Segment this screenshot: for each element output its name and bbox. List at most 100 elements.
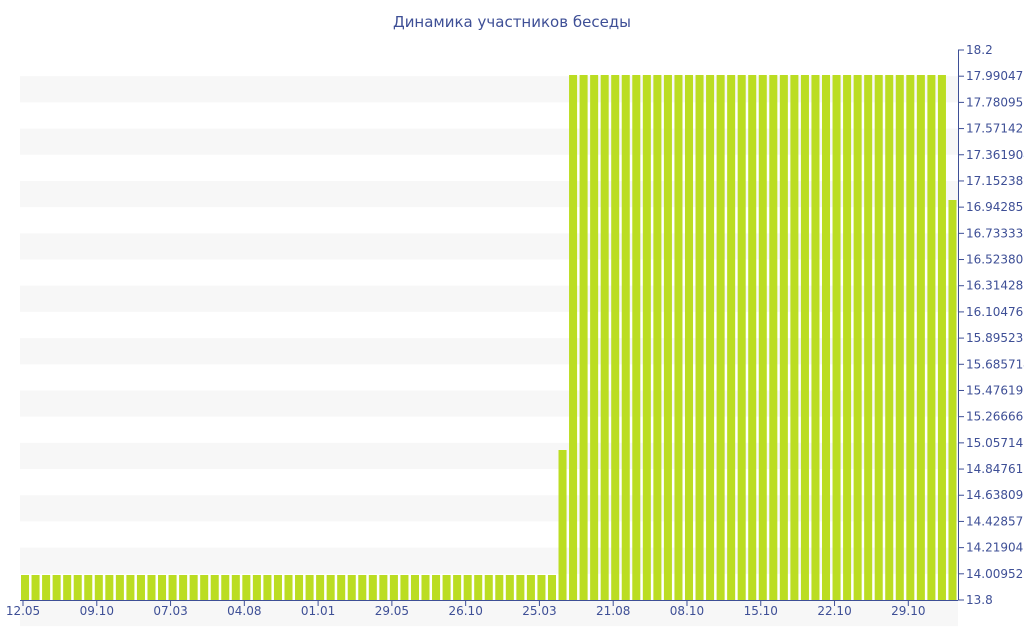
bar — [864, 75, 873, 600]
bar — [779, 75, 788, 600]
bar — [453, 575, 462, 600]
y-tick-label: 17.152380 — [966, 174, 1024, 188]
y-tick-label: 14.638095 — [966, 488, 1024, 502]
bar — [210, 575, 219, 600]
y-tick-label: 16.733333 — [966, 226, 1024, 240]
y-tick-label: 15.057142 — [966, 436, 1024, 450]
bar — [421, 575, 430, 600]
bar — [927, 75, 936, 600]
bar — [811, 75, 820, 600]
bar — [252, 575, 261, 600]
bar — [663, 75, 672, 600]
y-tick-label: 17.571428 — [966, 122, 1024, 136]
x-tick-label: 15.10 — [744, 604, 778, 618]
bar — [948, 200, 957, 600]
y-tick-label: 15.266666 — [966, 410, 1024, 424]
bar — [273, 575, 282, 600]
bar — [474, 575, 483, 600]
bar — [653, 75, 662, 600]
bar — [31, 575, 40, 600]
bar — [600, 75, 609, 600]
bar — [516, 575, 525, 600]
bar — [684, 75, 694, 600]
bar — [147, 575, 156, 600]
bar — [727, 75, 736, 600]
bar — [526, 575, 535, 600]
bar — [189, 575, 198, 600]
bar — [484, 575, 493, 600]
bar — [326, 575, 335, 600]
y-tick-label: 15.685714 — [966, 357, 1024, 371]
x-tick-label: 25.03 — [522, 604, 556, 618]
x-tick-label: 29.05 — [375, 604, 409, 618]
y-axis: 18.2 17.990476 17.780952 17.571428 17.361904… — [958, 43, 1024, 607]
bar — [231, 575, 240, 600]
x-tick-label: 07.03 — [153, 604, 187, 618]
bar — [21, 575, 30, 600]
y-tick-label: 14.219047 — [966, 541, 1024, 555]
bar — [748, 75, 757, 600]
x-tick-label: 21.08 — [596, 604, 630, 618]
x-tick-label: 12.05 — [6, 604, 40, 618]
grid-band — [20, 600, 958, 627]
y-tick-label: 15.895238 — [966, 331, 1024, 345]
bar — [221, 575, 230, 600]
bar — [105, 575, 114, 600]
bar — [263, 575, 272, 600]
y-tick-label: 15.476190 — [966, 383, 1024, 397]
y-tick-label: 17.990476 — [966, 69, 1024, 83]
y-tick-label: 14.009523 — [966, 567, 1024, 581]
bar — [800, 75, 809, 600]
bar — [305, 575, 314, 600]
bar — [769, 75, 778, 600]
bar — [389, 575, 398, 600]
x-tick-label: 01.01 — [301, 604, 335, 618]
bar — [590, 75, 599, 600]
bar — [200, 575, 209, 600]
bar — [537, 575, 546, 600]
bar — [937, 75, 946, 600]
bar — [674, 75, 683, 600]
bar — [168, 575, 177, 600]
bar — [126, 575, 135, 600]
bar — [632, 75, 641, 600]
bar — [758, 75, 767, 600]
x-tick-label: 29.10 — [891, 604, 925, 618]
bar — [790, 75, 799, 600]
bar — [821, 75, 831, 600]
bar — [906, 75, 915, 600]
bar — [115, 575, 124, 600]
bar — [379, 575, 388, 600]
bar — [400, 575, 409, 600]
bar — [410, 575, 419, 600]
bar — [843, 75, 852, 600]
y-tick-label: 16.942857 — [966, 200, 1024, 214]
bar — [284, 575, 293, 600]
bar — [695, 75, 704, 600]
bar — [52, 575, 61, 600]
x-tick-label: 08.10 — [670, 604, 704, 618]
y-tick-label: 16.523809 — [966, 253, 1024, 267]
bar — [579, 75, 588, 600]
bar — [63, 575, 72, 600]
bar — [179, 575, 188, 600]
bar — [463, 575, 472, 600]
bar — [916, 75, 925, 600]
bar — [73, 575, 82, 600]
bar — [621, 75, 630, 600]
bar — [547, 575, 557, 600]
bar — [706, 75, 715, 600]
bar — [505, 575, 514, 600]
bar — [347, 575, 356, 600]
bar — [716, 75, 725, 600]
bar — [242, 575, 251, 600]
bar — [432, 575, 441, 600]
bar — [611, 75, 620, 600]
bar — [94, 575, 103, 600]
y-tick-label: 16.314285 — [966, 279, 1024, 293]
bar — [853, 75, 862, 600]
bar — [316, 575, 325, 600]
